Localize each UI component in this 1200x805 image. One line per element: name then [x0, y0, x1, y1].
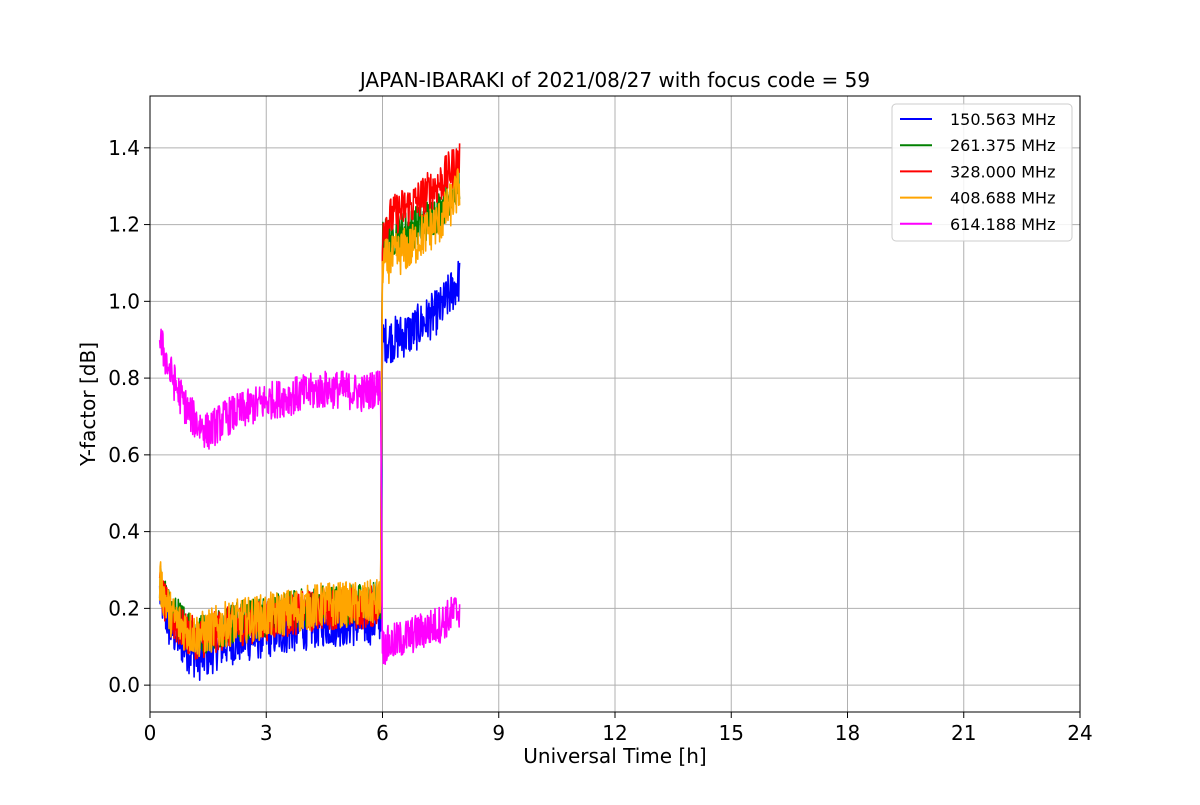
y-axis-label: Y-factor [dB]: [76, 342, 100, 467]
y-tick-label: 0.4: [108, 520, 140, 544]
y-tick-label: 0.0: [108, 673, 140, 697]
legend-label: 614.188 MHz: [950, 215, 1055, 234]
y-tick-label: 1.4: [108, 136, 140, 160]
legend: 150.563 MHz 261.375 MHz 328.000 MHz 408.688…: [891, 103, 1073, 242]
x-tick-label: 3: [260, 721, 273, 745]
chart-title: JAPAN-IBARAKI of 2021/08/27 with focus c…: [358, 68, 870, 92]
y-tick-label: 0.6: [108, 443, 140, 467]
x-tick-label: 0: [144, 721, 157, 745]
y-tick-label: 0.2: [108, 596, 140, 620]
legend-box: [891, 103, 1073, 242]
legend-label: 408.688 MHz: [950, 189, 1055, 208]
series-line-3: [158, 168, 461, 658]
y-tick-label: 1.0: [108, 289, 140, 313]
legend-label: 150.563 MHz: [950, 110, 1055, 129]
x-tick-label: 21: [951, 721, 976, 745]
x-tick-label: 24: [1067, 721, 1092, 745]
ticks-layer: 0 3 6 9 12 15 18 21 24 0.0 0.2 0.4 0.6 0.8 1.0 1.2 1.4: [108, 136, 1093, 745]
y-tick-label: 0.8: [108, 366, 140, 390]
x-tick-label: 9: [492, 721, 505, 745]
series-layer: [158, 143, 461, 681]
x-axis-label: Universal Time [h]: [523, 744, 706, 768]
series-line-4: [158, 328, 461, 666]
legend-entries: 150.563 MHz 261.375 MHz 328.000 MHz 408.688…: [900, 110, 1055, 234]
legend-label: 328.000 MHz: [950, 162, 1055, 181]
x-tick-label: 12: [602, 721, 627, 745]
legend-label: 261.375 MHz: [950, 136, 1055, 155]
y-tick-label: 1.2: [108, 213, 140, 237]
x-tick-label: 15: [719, 721, 744, 745]
x-tick-label: 6: [376, 721, 389, 745]
x-tick-label: 18: [835, 721, 860, 745]
